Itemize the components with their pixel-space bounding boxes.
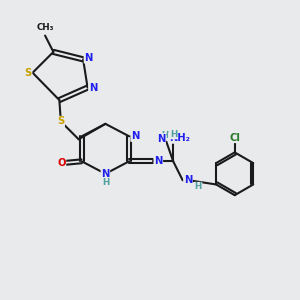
Text: N: N — [89, 82, 97, 93]
Text: NH₂: NH₂ — [169, 133, 190, 143]
Text: N: N — [101, 169, 110, 179]
Text: N: N — [157, 134, 165, 144]
Text: N: N — [131, 131, 139, 141]
Text: S: S — [25, 68, 32, 78]
Text: H: H — [102, 178, 109, 187]
Text: H: H — [161, 130, 169, 140]
Text: H: H — [194, 182, 202, 191]
Text: S: S — [57, 116, 64, 127]
Text: CH₃: CH₃ — [37, 23, 54, 32]
Text: H: H — [170, 130, 177, 139]
Text: O: O — [57, 158, 66, 168]
Text: Cl: Cl — [229, 133, 240, 142]
Text: N: N — [184, 175, 192, 185]
Text: N: N — [84, 53, 93, 63]
Text: N: N — [154, 156, 163, 166]
